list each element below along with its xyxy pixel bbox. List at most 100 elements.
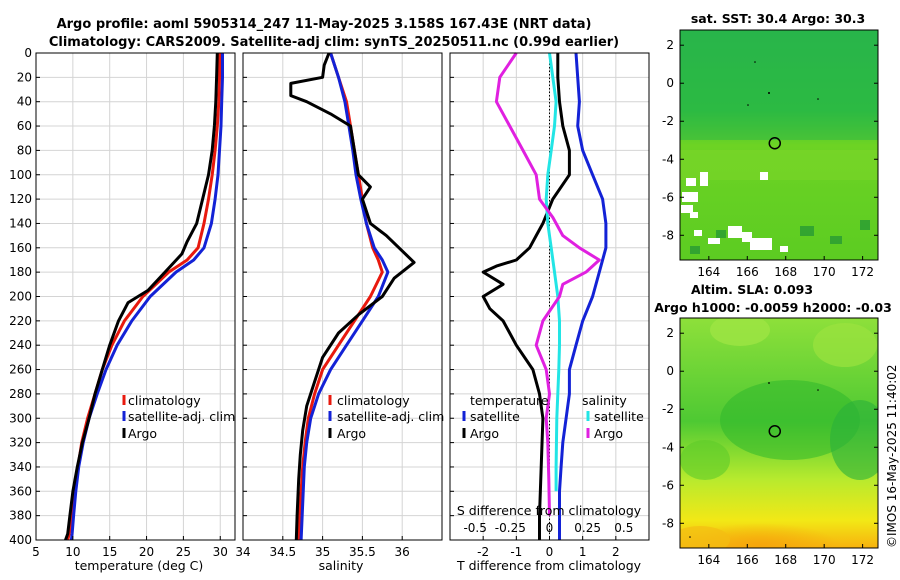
- map-y-tick-label: -2: [662, 114, 674, 128]
- x-tick-label: 5: [32, 545, 40, 559]
- y-tick-label: 380: [9, 509, 32, 523]
- y-tick-label: 200: [9, 290, 32, 304]
- y-tick-label: 180: [9, 265, 32, 279]
- x-tick-label: -1: [510, 545, 522, 559]
- y-tick-label: 100: [9, 168, 32, 182]
- y-tick-label: 40: [17, 95, 32, 109]
- sst-map-title: sat. SST: 30.4 Argo: 30.3: [691, 11, 865, 26]
- map-y-tick-label: 2: [666, 326, 674, 340]
- map-y-tick-label: 0: [666, 364, 674, 378]
- legend-label-s-satellite: satellite: [594, 409, 644, 424]
- legend-label-satellite: satellite-adj. clim: [337, 409, 444, 424]
- x-tick-label: 1: [579, 545, 587, 559]
- x-tick-label: 2: [612, 545, 620, 559]
- argo-position-marker: [768, 425, 782, 438]
- x-tick-label: 30: [213, 545, 228, 559]
- series-line-s-satellite: [544, 52, 561, 492]
- map-x-tick-label: 168: [774, 553, 797, 567]
- x-tick-label: 34.5: [269, 545, 296, 559]
- sla-map-axes: 164 166 168 170 172 2 0 -2 -4 -6 -8: [662, 326, 878, 567]
- map-x-tick-label: 164: [697, 265, 720, 279]
- sst-map-image: [680, 30, 878, 260]
- sla-map-title-line2: Argo h1000: -0.0059 h2000: -0.03: [654, 300, 892, 315]
- differences-legend: temperature satellite Argo salinity sate…: [462, 393, 644, 441]
- sst-map-axes: 164 166 168 170 172 2 0 -2 -4 -6 -8: [662, 38, 878, 279]
- temperature-xlabel: temperature (deg C): [75, 558, 204, 573]
- x-tick-label: 35: [315, 545, 330, 559]
- map-y-tick-label: 0: [666, 76, 674, 90]
- y-tick-label: 20: [17, 70, 32, 84]
- y-tick-label: 260: [9, 363, 32, 377]
- map-x-tick-label: 172: [851, 265, 874, 279]
- map-y-tick-label: -4: [662, 152, 674, 166]
- y-tick-label: 240: [9, 338, 32, 352]
- y-tick-label: 120: [9, 192, 32, 206]
- x-tick-label: 15: [102, 545, 117, 559]
- temperature-panel: 5 10 15 20 25 30 0 20 40 60 80 100 120 140 160 180 200 22…: [9, 46, 236, 559]
- argo-position-marker: [768, 137, 782, 150]
- series-line-t-argo: [481, 53, 571, 540]
- legend-label-t-satellite: satellite: [470, 409, 520, 424]
- legend-label-argo: Argo: [337, 426, 366, 441]
- y-tick-label: 320: [9, 436, 32, 450]
- sla-map-frame: [679, 317, 879, 549]
- legend-label-climatology: climatology: [337, 393, 410, 408]
- series-line-satellite-adj-clim: [299, 52, 390, 541]
- x-tick-label: 35.5: [349, 545, 376, 559]
- x2-tick-label: 0.25: [574, 521, 601, 535]
- series-line-argo: [64, 52, 219, 541]
- map-y-tick-label: -8: [662, 228, 674, 242]
- x2-tick-label: 0: [546, 521, 554, 535]
- map-y-tick-label: -6: [662, 478, 674, 492]
- differences-xlabel: T difference from climatology: [456, 558, 642, 573]
- salinity-panel: 34 34.5 35 35.5 36: [235, 52, 443, 559]
- map-x-tick-label: 168: [774, 265, 797, 279]
- imos-timestamp: ©IMOS 16-May-2025 11:40:02: [885, 364, 899, 548]
- x-tick-label: 25: [176, 545, 191, 559]
- map-y-tick-label: -2: [662, 402, 674, 416]
- y-tick-label: 220: [9, 314, 32, 328]
- x-tick-label: 36: [395, 545, 410, 559]
- series-line-argo: [289, 52, 416, 541]
- y-tick-label: 400: [9, 533, 32, 547]
- x-tick-label: 10: [65, 545, 80, 559]
- map-x-tick-label: 172: [851, 553, 874, 567]
- series-line-t-satellite: [558, 52, 608, 540]
- y-tick-label: 80: [17, 143, 32, 157]
- differences-x2label: S difference from climatology: [457, 503, 642, 518]
- x-tick-label: 20: [139, 545, 154, 559]
- y-tick-label: 140: [9, 216, 32, 230]
- series-line-satellite-adj-clim: [69, 53, 224, 541]
- map-x-tick-label: 170: [813, 553, 836, 567]
- map-x-tick-label: 164: [697, 553, 720, 567]
- map-y-tick-label: -6: [662, 190, 674, 204]
- sst-map-frame: [679, 29, 879, 261]
- legend-label-s-argo: Argo: [594, 426, 623, 441]
- y-tick-label: 60: [17, 119, 32, 133]
- y-tick-label: 0: [24, 46, 32, 60]
- x2-tick-label: 0.5: [614, 521, 633, 535]
- x-tick-label: -2: [477, 545, 489, 559]
- sla-map-title-line1: Altim. SLA: 0.093: [691, 282, 813, 297]
- temperature-legend: climatology satellite-adj. clim Argo: [122, 393, 235, 441]
- x-tick-label: 0: [546, 545, 554, 559]
- salinity-legend: climatology satellite-adj. clim Argo: [328, 393, 444, 441]
- legend-label-satellite: satellite-adj. clim: [128, 409, 235, 424]
- x2-tick-label: -0.5: [463, 521, 486, 535]
- series-line-s-argo: [494, 52, 601, 516]
- map-y-tick-label: 2: [666, 38, 674, 52]
- differences-panel: -2 -1 0 1 2 -0.5 -0.25 0 0.25 0.5: [449, 52, 650, 559]
- map-x-tick-label: 166: [736, 553, 759, 567]
- legend-label-climatology: climatology: [128, 393, 201, 408]
- y-tick-label: 160: [9, 241, 32, 255]
- figure-title-line2: Climatology: CARS2009. Satellite-adj cli…: [49, 35, 619, 50]
- map-y-tick-label: -4: [662, 440, 674, 454]
- legend-header-salinity: salinity: [582, 393, 627, 408]
- map-x-tick-label: 170: [813, 265, 836, 279]
- y-tick-label: 360: [9, 484, 32, 498]
- salinity-xlabel: salinity: [319, 558, 364, 573]
- y-tick-label: 340: [9, 460, 32, 474]
- x-tick-label: 34: [235, 545, 250, 559]
- y-tick-label: 280: [9, 387, 32, 401]
